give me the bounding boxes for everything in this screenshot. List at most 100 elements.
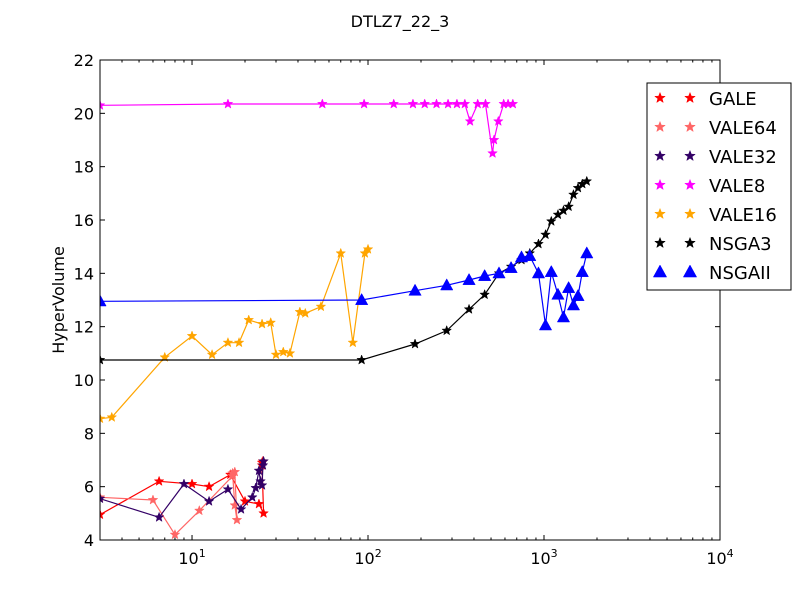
data-point-gale — [153, 475, 165, 486]
data-point-gale — [258, 507, 270, 518]
data-point-vale16 — [206, 348, 218, 360]
data-point-vale16 — [256, 318, 268, 329]
data-point-vale16 — [347, 336, 359, 348]
data-point-vale16 — [277, 346, 289, 357]
data-point-nsgaii — [544, 264, 558, 277]
data-point-nsga3 — [581, 175, 593, 186]
series-vale64 — [100, 466, 243, 540]
data-point-nsga3 — [533, 238, 544, 249]
data-point-nsgaii — [531, 266, 546, 279]
data-point-vale64 — [229, 499, 241, 510]
data-point-gale — [203, 480, 215, 492]
legend-label: VALE32 — [709, 147, 777, 168]
data-point-nsgaii — [580, 246, 594, 259]
series-vale8 — [100, 98, 519, 158]
y-tick-label: 14 — [74, 264, 94, 283]
data-point-nsga3 — [100, 354, 106, 365]
data-point-nsga3 — [356, 354, 368, 365]
data-point-vale32 — [246, 491, 258, 502]
data-point-vale8 — [459, 98, 471, 109]
data-point-nsgaii — [571, 288, 585, 301]
data-point-vale16 — [284, 347, 296, 358]
series-line-vale8 — [100, 103, 513, 154]
data-point-vale16 — [100, 412, 106, 424]
y-tick-label: 22 — [74, 51, 94, 70]
data-point-vale8 — [488, 134, 500, 145]
series-vale16 — [100, 243, 374, 424]
data-point-vale8 — [358, 98, 370, 109]
data-point-nsga3 — [409, 338, 421, 349]
legend-marker — [654, 178, 666, 191]
y-tick-label: 20 — [74, 104, 94, 123]
legend-item-nsgaii: NSGAII — [652, 263, 771, 284]
legend-item-vale16: VALE16 — [654, 205, 777, 226]
data-point-nsgaii — [478, 268, 492, 281]
data-point-vale32 — [257, 459, 269, 470]
legend-item-nsga3: NSGA3 — [654, 234, 772, 255]
data-point-vale32 — [203, 495, 215, 506]
data-point-vale32 — [250, 482, 262, 493]
data-point-vale8 — [442, 98, 454, 109]
data-point-nsgaii — [523, 248, 537, 261]
data-point-vale16 — [243, 314, 255, 325]
legend-marker — [654, 236, 666, 249]
legend-marker — [684, 207, 696, 220]
y-tick-label: 6 — [84, 478, 94, 497]
data-point-vale16 — [186, 330, 198, 341]
data-point-nsgaii — [440, 278, 454, 291]
data-point-nsga3 — [463, 303, 475, 314]
series-nsgaii — [100, 246, 594, 331]
x-tick-label: 103 — [530, 547, 557, 568]
data-point-nsgaii — [504, 260, 518, 273]
y-axis-label: HyperVolume — [49, 246, 68, 354]
data-point-vale8 — [388, 98, 400, 109]
data-point-vale64 — [227, 467, 239, 478]
data-point-vale64 — [147, 494, 159, 505]
data-point-vale16 — [299, 307, 311, 318]
data-point-nsgaii — [575, 264, 589, 277]
data-point-nsga3 — [545, 215, 557, 226]
data-point-vale64 — [169, 528, 181, 540]
data-point-vale16 — [362, 243, 374, 254]
series-vale32 — [100, 455, 270, 522]
data-point-vale32 — [235, 503, 247, 514]
data-point-nsgaii — [492, 266, 506, 279]
data-point-nsga3 — [563, 200, 575, 212]
data-point-nsgaii — [551, 287, 565, 300]
series-line-nsgaii — [100, 253, 588, 326]
data-point-vale32 — [258, 455, 270, 466]
legend-marker — [654, 120, 666, 133]
legend-marker — [684, 149, 696, 162]
y-tick-label: 10 — [74, 371, 94, 390]
data-point-nsgaii — [556, 310, 571, 323]
series-line-vale16 — [100, 248, 369, 420]
legend-item-vale64: VALE64 — [654, 118, 777, 139]
legend-item-gale: GALE — [654, 89, 757, 110]
data-point-vale32 — [153, 511, 165, 522]
data-point-nsgaii — [462, 272, 476, 285]
data-point-vale16 — [270, 348, 282, 360]
data-point-nsgaii — [408, 283, 422, 296]
data-point-vale32 — [256, 479, 268, 490]
data-point-nsgaii — [566, 298, 581, 311]
data-point-vale8 — [419, 98, 431, 109]
data-point-gale — [253, 498, 265, 509]
data-point-vale8 — [407, 98, 419, 109]
legend-marker — [654, 91, 666, 104]
data-point-vale8 — [487, 147, 498, 158]
data-point-vale8 — [492, 115, 504, 126]
data-point-vale8 — [472, 98, 484, 109]
y-tick-label: 8 — [84, 424, 94, 443]
data-point-vale64 — [231, 514, 243, 525]
legend-marker — [682, 264, 698, 278]
data-point-vale32 — [178, 478, 190, 489]
legend-marker — [684, 91, 696, 104]
data-point-gale — [100, 508, 106, 520]
data-point-vale8 — [451, 98, 463, 109]
data-point-vale16 — [315, 300, 327, 312]
data-point-vale32 — [253, 464, 265, 476]
data-point-vale16 — [233, 336, 245, 348]
data-point-nsgaii — [100, 294, 107, 307]
legend-label: GALE — [709, 89, 757, 110]
x-tick-label: 102 — [354, 547, 381, 568]
